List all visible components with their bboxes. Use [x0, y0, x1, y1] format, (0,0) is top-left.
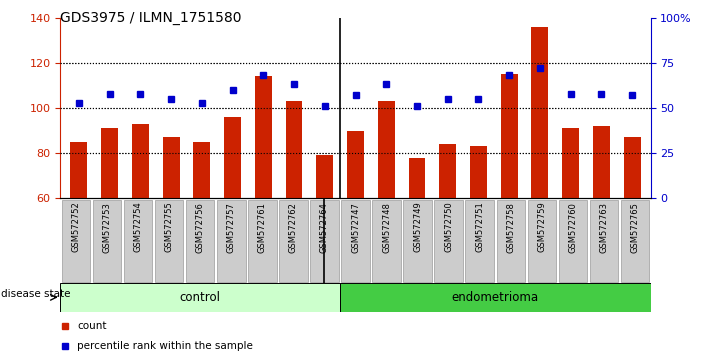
- Text: GSM572753: GSM572753: [102, 202, 112, 252]
- Bar: [501, 74, 518, 334]
- Bar: [224, 117, 241, 334]
- Bar: [286, 101, 302, 334]
- Bar: [496, 200, 525, 281]
- Bar: [589, 200, 619, 281]
- Bar: [340, 283, 651, 312]
- Text: GSM572758: GSM572758: [506, 202, 515, 252]
- Bar: [248, 200, 277, 281]
- Bar: [562, 128, 579, 334]
- Bar: [531, 27, 548, 334]
- Bar: [279, 200, 308, 281]
- Bar: [193, 142, 210, 334]
- Bar: [593, 126, 610, 334]
- Bar: [373, 200, 401, 281]
- Bar: [470, 146, 487, 334]
- Text: GSM572759: GSM572759: [538, 202, 546, 252]
- Bar: [439, 144, 456, 334]
- Text: GSM572755: GSM572755: [165, 202, 173, 252]
- Bar: [528, 200, 556, 281]
- Bar: [124, 200, 152, 281]
- Bar: [155, 200, 183, 281]
- Text: count: count: [77, 321, 107, 331]
- Text: percentile rank within the sample: percentile rank within the sample: [77, 341, 253, 350]
- Bar: [434, 200, 463, 281]
- Bar: [163, 137, 180, 334]
- Text: GSM572764: GSM572764: [320, 202, 329, 252]
- Bar: [403, 200, 432, 281]
- Bar: [409, 158, 425, 334]
- Bar: [186, 200, 215, 281]
- Text: GSM572748: GSM572748: [382, 202, 391, 252]
- Text: GSM572751: GSM572751: [475, 202, 484, 252]
- Text: GSM572760: GSM572760: [568, 202, 577, 252]
- Text: GSM572756: GSM572756: [196, 202, 205, 252]
- Text: GSM572762: GSM572762: [289, 202, 298, 252]
- Bar: [466, 200, 494, 281]
- Bar: [310, 200, 338, 281]
- Text: GSM572747: GSM572747: [351, 202, 360, 252]
- Text: GSM572761: GSM572761: [258, 202, 267, 252]
- Bar: [132, 124, 149, 334]
- Text: endometrioma: endometrioma: [451, 291, 539, 304]
- Text: GSM572763: GSM572763: [599, 202, 609, 253]
- Text: GSM572754: GSM572754: [134, 202, 143, 252]
- Text: GSM572750: GSM572750: [444, 202, 453, 252]
- Bar: [559, 200, 587, 281]
- Bar: [101, 128, 118, 334]
- Bar: [255, 76, 272, 334]
- Bar: [341, 200, 370, 281]
- Text: disease state: disease state: [1, 289, 70, 299]
- Text: GSM572757: GSM572757: [227, 202, 236, 252]
- Bar: [92, 200, 122, 281]
- Bar: [316, 155, 333, 334]
- Text: control: control: [180, 291, 220, 304]
- Text: GSM572752: GSM572752: [72, 202, 80, 252]
- Bar: [624, 137, 641, 334]
- Bar: [60, 283, 340, 312]
- Text: GSM572749: GSM572749: [413, 202, 422, 252]
- Bar: [217, 200, 245, 281]
- Bar: [347, 131, 364, 334]
- Bar: [62, 200, 90, 281]
- Text: GSM572765: GSM572765: [631, 202, 639, 252]
- Bar: [621, 200, 649, 281]
- Bar: [70, 142, 87, 334]
- Text: GDS3975 / ILMN_1751580: GDS3975 / ILMN_1751580: [60, 11, 242, 25]
- Bar: [378, 101, 395, 334]
